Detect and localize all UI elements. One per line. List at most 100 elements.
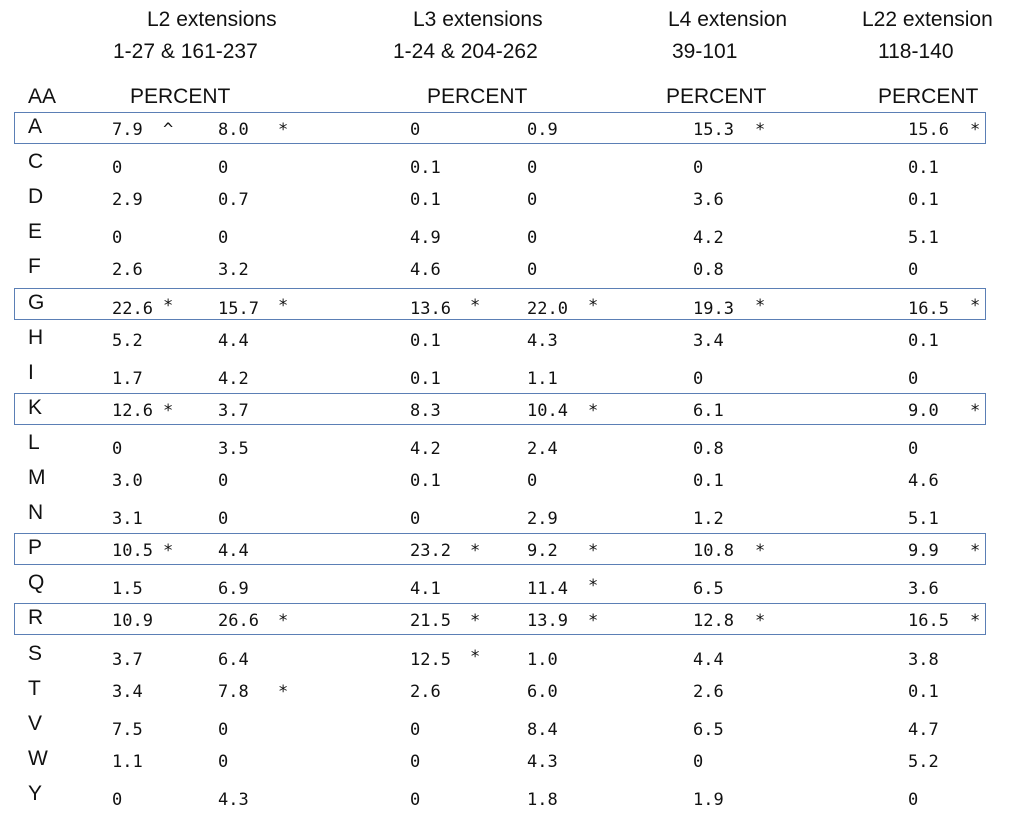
percent-value: 3.7 bbox=[218, 400, 249, 421]
percent-value: 13.6 bbox=[410, 298, 451, 319]
percent-value: 0 bbox=[410, 719, 421, 740]
percent-value: 16.5 bbox=[908, 611, 949, 632]
percent-value: 3.6 bbox=[693, 190, 724, 211]
percent-value: 21.5 bbox=[410, 611, 451, 632]
percent-value: 0 bbox=[218, 719, 229, 740]
group-range: 118-140 bbox=[878, 40, 954, 63]
percent-value: 5.1 bbox=[908, 228, 939, 249]
percent-value: 8.0 bbox=[218, 120, 249, 140]
percent-value: 3.7 bbox=[112, 649, 143, 670]
amino-acid: E bbox=[28, 220, 43, 244]
percent-value: 9.0 bbox=[908, 400, 939, 421]
percent-value: 0 bbox=[527, 158, 538, 179]
percent-value: 15.3 bbox=[693, 120, 734, 140]
significance-marker: * bbox=[163, 400, 174, 421]
percent-value: 15.7 bbox=[218, 298, 259, 319]
percent-value: 13.9 bbox=[527, 611, 568, 632]
percent-value: 2.9 bbox=[112, 190, 143, 211]
significance-marker: * bbox=[278, 681, 289, 702]
percent-value: 0 bbox=[410, 789, 421, 810]
percent-value: 10.5 bbox=[112, 541, 153, 562]
percent-value: 10.4 bbox=[527, 400, 568, 421]
percent-value: 0 bbox=[527, 471, 538, 491]
group-title: L22 extension bbox=[862, 8, 993, 31]
percent-value: 16.5 bbox=[908, 298, 949, 319]
significance-marker: * bbox=[970, 120, 981, 140]
percent-value: 2.9 bbox=[527, 509, 558, 530]
percent-value: 1.9 bbox=[693, 789, 724, 810]
percent-value: 10.9 bbox=[112, 611, 153, 632]
percent-value: 3.2 bbox=[218, 260, 249, 281]
percent-value: 1.0 bbox=[527, 649, 558, 670]
percent-value: 0 bbox=[112, 158, 123, 179]
percent-value: 0 bbox=[908, 368, 919, 389]
percent-value: 1.1 bbox=[112, 751, 143, 772]
percent-value: 0 bbox=[112, 228, 123, 249]
percent-value: 2.6 bbox=[693, 681, 724, 702]
percent-value: 4.4 bbox=[693, 649, 724, 670]
percent-value: 4.2 bbox=[693, 228, 724, 249]
amino-acid: Y bbox=[28, 781, 43, 805]
significance-marker: * bbox=[755, 611, 766, 632]
percent-value: 0.8 bbox=[693, 260, 724, 281]
significance-marker: * bbox=[970, 611, 981, 632]
percent-value: 1.8 bbox=[527, 789, 558, 810]
significance-marker: * bbox=[470, 611, 481, 632]
percent-value: 0 bbox=[410, 120, 421, 140]
amino-acid: I bbox=[28, 360, 34, 384]
percent-value: 12.6 bbox=[112, 400, 153, 421]
percent-value: 0.1 bbox=[410, 368, 441, 389]
percent-value: 4.2 bbox=[218, 368, 249, 389]
percent-value: 6.1 bbox=[693, 400, 724, 421]
percent-value: 15.6 bbox=[908, 120, 949, 140]
percent-value: 0 bbox=[218, 158, 229, 179]
percent-header: PERCENT bbox=[427, 85, 528, 108]
percent-value: 23.2 bbox=[410, 541, 451, 562]
highlight-box bbox=[14, 287, 986, 320]
highlight-box bbox=[14, 603, 986, 636]
percent-header: PERCENT bbox=[130, 85, 231, 108]
aa-header: AA bbox=[28, 85, 57, 108]
percent-value: 10.8 bbox=[693, 541, 734, 562]
percent-value: 0 bbox=[527, 260, 538, 281]
percent-value: 5.2 bbox=[908, 751, 939, 772]
percent-value: 3.1 bbox=[112, 509, 143, 530]
significance-marker: * bbox=[970, 541, 981, 562]
percent-value: 4.6 bbox=[410, 260, 441, 281]
percent-value: 22.0 bbox=[527, 298, 568, 319]
percent-header: PERCENT bbox=[878, 85, 979, 108]
significance-marker: * bbox=[970, 400, 981, 421]
percent-value: 0.8 bbox=[693, 438, 724, 459]
highlight-box bbox=[14, 112, 986, 144]
percent-value: 6.4 bbox=[218, 649, 249, 670]
percent-value: 0.1 bbox=[908, 330, 939, 351]
significance-marker: * bbox=[470, 646, 481, 667]
percent-value: 7.9 bbox=[112, 120, 143, 140]
amino-acid: C bbox=[28, 150, 44, 174]
percent-value: 8.3 bbox=[410, 400, 441, 421]
percent-value: 2.6 bbox=[112, 260, 143, 281]
percent-value: 0 bbox=[218, 509, 229, 530]
percent-value: 0.1 bbox=[693, 471, 724, 491]
significance-marker: * bbox=[470, 541, 481, 562]
amino-acid: R bbox=[28, 606, 44, 630]
percent-value: 4.7 bbox=[908, 719, 939, 740]
percent-value: 5.1 bbox=[908, 509, 939, 530]
percent-value: 9.9 bbox=[908, 541, 939, 562]
percent-value: 5.2 bbox=[112, 330, 143, 351]
amino-acid: L bbox=[28, 430, 40, 454]
percent-value: 4.4 bbox=[218, 330, 249, 351]
amino-acid: G bbox=[28, 290, 45, 314]
percent-value: 0.1 bbox=[410, 330, 441, 351]
percent-value: 6.0 bbox=[527, 681, 558, 702]
amino-acid: A bbox=[28, 115, 43, 138]
percent-value: 6.5 bbox=[693, 579, 724, 600]
percent-value: 6.5 bbox=[693, 719, 724, 740]
percent-value: 4.3 bbox=[218, 789, 249, 810]
percent-value: 4.2 bbox=[410, 438, 441, 459]
percent-value: 8.4 bbox=[527, 719, 558, 740]
percent-value: 0 bbox=[908, 789, 919, 810]
significance-marker: * bbox=[588, 295, 599, 316]
percent-value: 0 bbox=[693, 158, 704, 179]
